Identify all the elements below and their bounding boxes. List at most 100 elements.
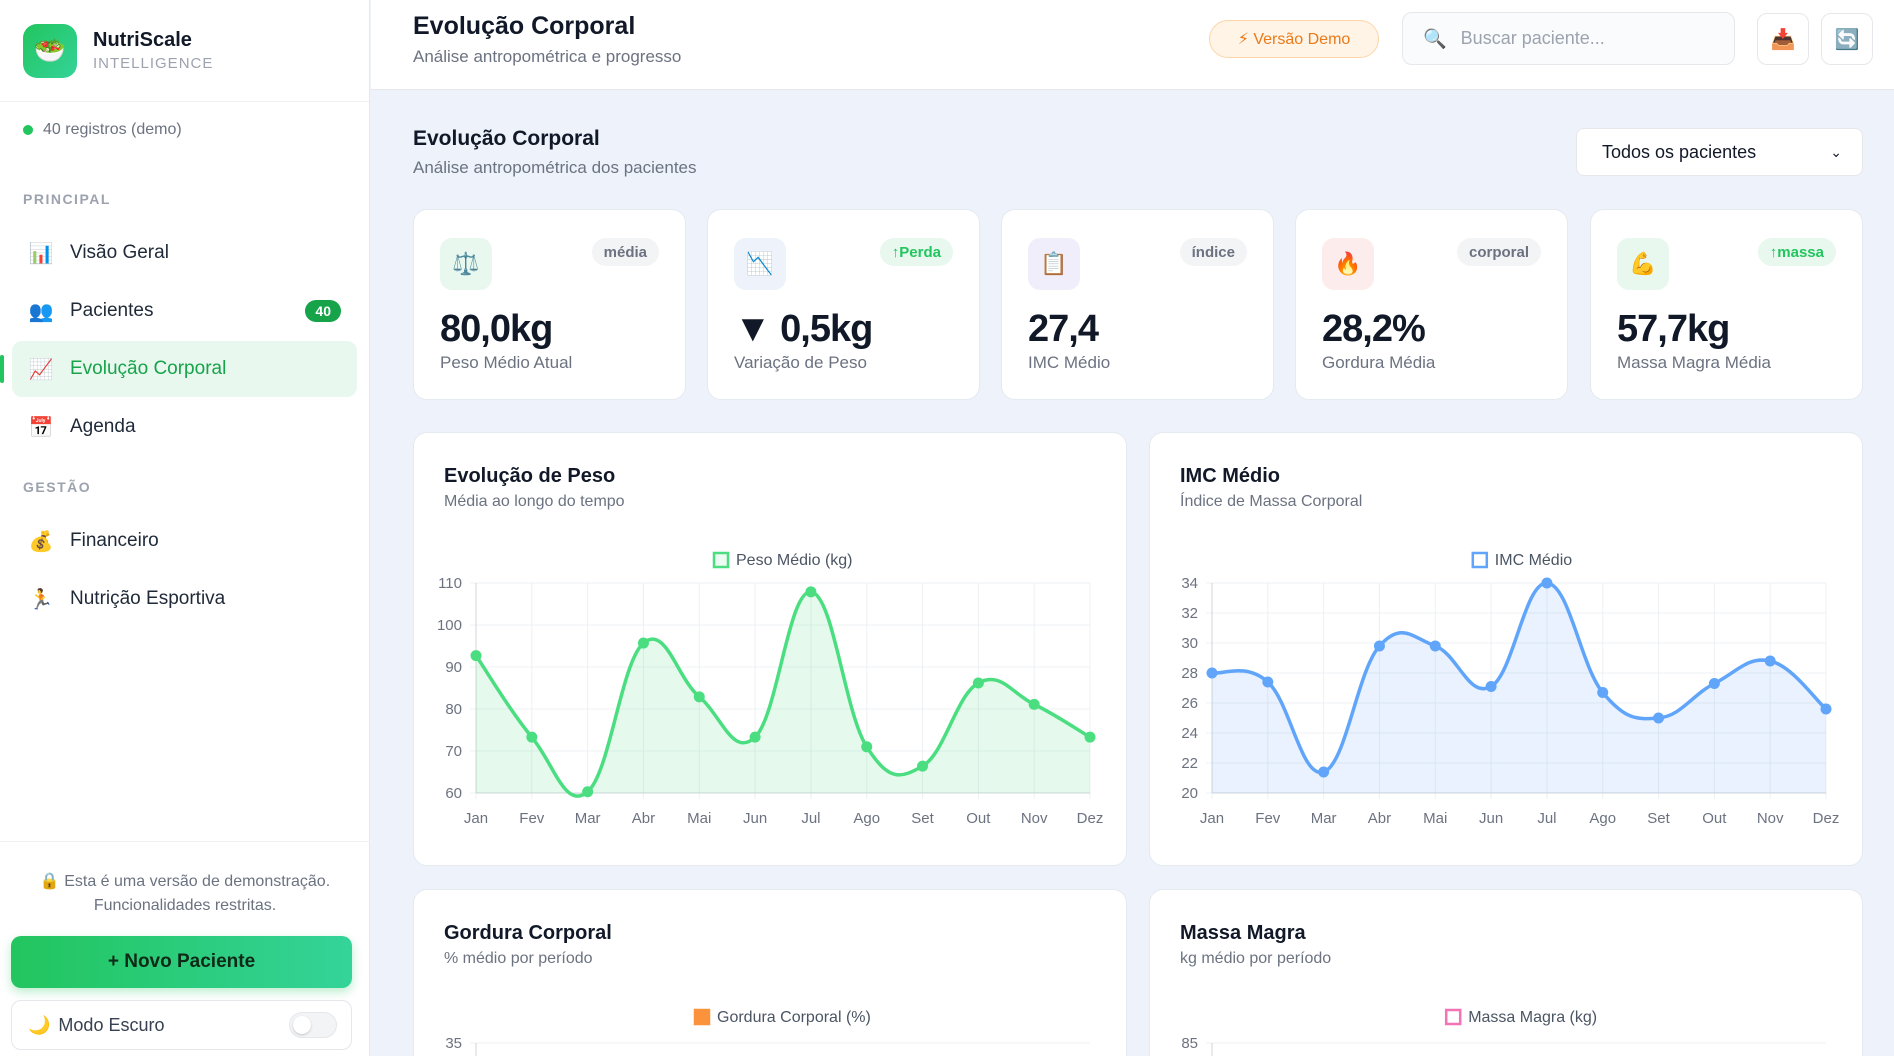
search-box[interactable]: 🔍 (1402, 12, 1735, 65)
stat-value: 80,0kg (440, 308, 553, 350)
chart-legend: Peso Médio (kg) (712, 551, 853, 569)
y-tick-label: 26 (1181, 695, 1198, 712)
chevron-down-icon: ⌄ (1830, 143, 1842, 160)
status-dot-icon (23, 125, 33, 135)
stat-value: 27,4 (1028, 308, 1099, 350)
x-tick-label: Dez (1813, 810, 1840, 827)
data-point (470, 650, 482, 662)
y-tick-label: 30 (1181, 635, 1198, 652)
dark-mode-label: Modo Escuro (58, 1014, 165, 1035)
legend-swatch (1444, 1008, 1462, 1026)
chart-subtitle: Índice de Massa Corporal (1180, 493, 1363, 510)
weight-line-chart: Peso Médio (kg) 60 70 80 90 100 110 Jan Fev Mar Ab… (437, 551, 1103, 827)
users-icon: 👥 (28, 300, 54, 323)
x-tick-label: Fev (1255, 810, 1281, 827)
stat-value: 28,2% (1322, 308, 1426, 350)
stat-label: Massa Magra Média (1617, 353, 1772, 372)
runner-icon: 🏃 (28, 588, 54, 611)
sidebar-item-visao-geral[interactable]: 📊 Visão Geral (12, 225, 357, 281)
data-point (917, 760, 929, 772)
refresh-icon: 🔄 (1834, 28, 1860, 51)
data-point (582, 786, 594, 798)
records-count: 40 registros (demo) (43, 121, 182, 138)
chart-card-imc: IMC Médio 20 22 24 26 28 30 32 34 Jan Fev Mar Abr Mai… (1149, 432, 1863, 866)
records-status: 40 registros (demo) (0, 104, 369, 156)
demo-note-line1: 🔒 Esta é uma versão de demonstração. (39, 873, 331, 890)
x-tick-label: Jun (743, 810, 767, 827)
brand-subtitle: INTELLIGENCE (93, 55, 214, 72)
dark-mode-toggle[interactable] (289, 1012, 337, 1038)
data-point (1028, 698, 1040, 710)
stat-card-imc-medio: 📋 índice 27,4 IMC Médio (1001, 209, 1274, 400)
stat-card-massa-magra: 💪 ↑massa 57,7kg Massa Magra Média (1590, 209, 1863, 400)
data-point (1764, 655, 1776, 667)
data-point (1708, 678, 1720, 689)
calendar-icon: 📅 (28, 416, 54, 439)
x-tick-label: Out (966, 810, 991, 827)
legend-swatch (1471, 551, 1489, 569)
x-tick-label: Ago (1589, 810, 1616, 827)
sidebar-item-agenda[interactable]: 📅 Agenda (12, 399, 357, 455)
sidebar-item-evolucao-corporal[interactable]: 📈 Evolução Corporal (0, 341, 357, 397)
sidebar-item-pacientes[interactable]: 👥 Pacientes 40 (12, 283, 357, 339)
refresh-button[interactable]: 🔄 (1821, 13, 1873, 65)
sidebar-item-label: Evolução Corporal (70, 358, 227, 379)
export-button[interactable]: 📥 (1757, 13, 1809, 65)
sidebar: 🥗 NutriScale INTELLIGENCE 40 registros (… (0, 0, 370, 1056)
stat-tag: corporal (1456, 238, 1541, 266)
body-fat-chart: Gordura Corporal (%) 35 (445, 1008, 1090, 1056)
sidebar-item-label: Pacientes (70, 300, 154, 321)
chart-card-massa: Massa Magra (kg) 85 Massa Magra kg médio … (1149, 889, 1863, 1056)
data-point (1084, 731, 1096, 743)
data-point (861, 741, 873, 753)
x-tick-label: Ago (853, 810, 880, 827)
new-patient-button[interactable]: + Novo Paciente (11, 936, 352, 988)
chart-card-peso: Peso Médio (kg) 60 70 80 90 100 110 Jan Fev Mar Ab… (413, 432, 1127, 866)
data-point (1206, 667, 1218, 679)
x-tick-label: Jan (1200, 810, 1224, 827)
data-point (972, 677, 984, 689)
brand: 🥗 NutriScale INTELLIGENCE (0, 0, 369, 102)
x-tick-label: Mai (1423, 810, 1447, 827)
patient-select[interactable]: Todos os pacientes ⌄ (1576, 128, 1863, 176)
x-tick-label: Abr (1368, 810, 1391, 827)
muscle-icon: 💪 (1617, 238, 1669, 290)
stat-label: Variação de Peso (734, 353, 867, 372)
search-icon: 🔍 (1423, 28, 1447, 50)
x-tick-label: Mar (1311, 810, 1337, 827)
series-area (1212, 582, 1826, 793)
data-point (1597, 687, 1609, 698)
chart-title: Gordura Corporal (444, 922, 612, 944)
search-input[interactable] (1460, 28, 1721, 49)
chart-title: Massa Magra (1180, 922, 1306, 944)
clipboard-icon: 📋 (1028, 238, 1080, 290)
demo-version-badge: ⚡ Versão Demo (1209, 20, 1379, 58)
series-area (476, 591, 1090, 797)
data-point (749, 731, 761, 743)
chart-subtitle: % médio por período (444, 950, 593, 967)
dark-mode-row[interactable]: 🌙 Modo Escuro (11, 1000, 352, 1050)
y-tick-label: 90 (445, 659, 462, 676)
legend-label: Massa Magra (kg) (1468, 1009, 1597, 1026)
sidebar-item-label: Visão Geral (70, 242, 169, 263)
section-subtitle: Análise antropométrica dos pacientes (413, 158, 697, 177)
demo-note: 🔒 Esta é uma versão de demonstração. Fun… (0, 842, 370, 918)
data-point (637, 637, 649, 649)
section-label-principal: PRINCIPAL (23, 191, 111, 207)
chart-subtitle: kg médio por período (1180, 950, 1332, 967)
trend-chart-icon: 📈 (28, 358, 54, 381)
stat-tag: ↑Perda (879, 238, 953, 266)
y-tick-label: 28 (1181, 665, 1198, 682)
brand-name: NutriScale (93, 29, 192, 51)
sidebar-item-label: Nutrição Esportiva (70, 588, 226, 609)
sidebar-item-financeiro[interactable]: 💰 Financeiro (12, 513, 357, 569)
chart-down-icon: 📉 (734, 238, 786, 290)
sidebar-item-nutricao-esportiva[interactable]: 🏃 Nutrição Esportiva (12, 571, 357, 627)
x-tick-label: Fev (519, 810, 545, 827)
x-tick-label: Mai (687, 810, 711, 827)
section-title: Evolução Corporal (413, 127, 600, 150)
data-point (1820, 703, 1832, 715)
y-tick-label: 22 (1181, 755, 1198, 772)
fire-icon: 🔥 (1322, 238, 1374, 290)
y-tick-label: 24 (1181, 725, 1198, 742)
